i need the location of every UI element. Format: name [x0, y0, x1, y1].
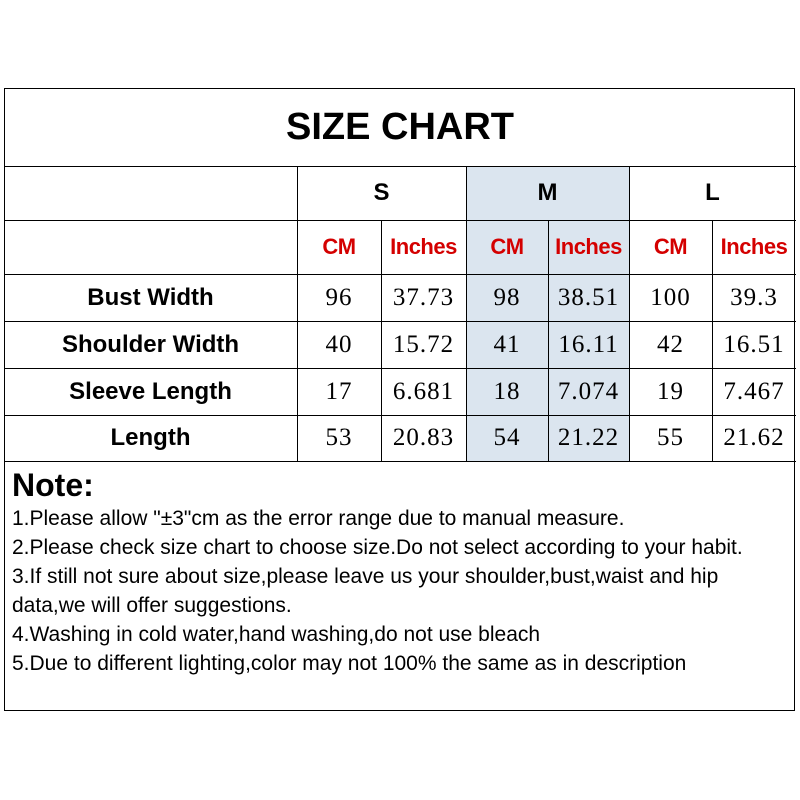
grid-line — [548, 220, 549, 461]
grid-line — [381, 220, 382, 461]
note-line: 1.Please allow "±3"cm as the error range… — [12, 507, 625, 530]
unit-header: Inches — [720, 234, 788, 259]
table-cell: 42 — [657, 330, 684, 358]
m-column-highlight — [466, 166, 629, 461]
grid-line — [4, 368, 796, 369]
row-label: Shoulder Width — [61, 330, 240, 358]
grid-line — [4, 166, 796, 167]
table-cell: 38.51 — [557, 283, 620, 311]
note-line: 3.If still not sure about size,please le… — [12, 565, 719, 617]
table-cell: 100 — [650, 283, 691, 311]
grid-line — [466, 166, 467, 461]
table-cell: 21.22 — [557, 424, 620, 451]
row-label: Sleeve Length — [69, 377, 232, 405]
unit-header: CM — [322, 234, 356, 259]
note-line: 5.Due to different lighting,color may no… — [12, 652, 687, 675]
table-cell: 96 — [325, 283, 353, 311]
unit-header: CM — [490, 234, 524, 259]
table-cell: 16.51 — [723, 330, 785, 358]
table-cell: 55 — [657, 424, 684, 451]
table-cell: 7.467 — [723, 377, 785, 405]
row-label: Bust Width — [87, 283, 214, 311]
table-cell: 6.681 — [392, 377, 455, 405]
page-title: SIZE CHART — [286, 105, 514, 148]
grid-line — [4, 461, 796, 462]
notes-section: Note: 1.Please allow "±3"cm as the error… — [12, 466, 797, 678]
table-cell: 15.72 — [392, 330, 455, 358]
grid-line — [712, 220, 713, 461]
table-cell: 16.11 — [558, 330, 619, 358]
grid-line — [297, 166, 298, 461]
table-cell: 40 — [325, 330, 353, 358]
table-cell: 19 — [657, 377, 684, 405]
size-header-s: S — [373, 179, 390, 206]
table-cell: 7.074 — [557, 377, 620, 405]
grid-line — [4, 220, 796, 221]
note-title: Note: — [12, 467, 94, 503]
table-cell: 21.62 — [723, 424, 785, 451]
grid-line — [4, 321, 796, 322]
table-cell: 39.3 — [730, 283, 778, 311]
unit-header: Inches — [390, 234, 457, 259]
table-cell: 17 — [325, 377, 353, 405]
size-header-l: L — [705, 179, 720, 206]
grid-line — [629, 166, 630, 461]
unit-header: Inches — [555, 234, 622, 259]
table-cell: 53 — [325, 424, 353, 451]
note-line: 2.Please check size chart to choose size… — [12, 536, 743, 559]
table-cell: 18 — [493, 377, 521, 405]
table-cell: 54 — [493, 424, 521, 451]
table-cell: 98 — [493, 283, 521, 311]
table-cell: 20.83 — [392, 424, 455, 451]
grid-line — [4, 415, 796, 416]
grid-line — [4, 274, 796, 275]
size-header-m: M — [537, 179, 558, 206]
unit-header: CM — [653, 234, 688, 259]
table-cell: 37.73 — [392, 283, 455, 311]
table-border — [4, 88, 795, 711]
note-line: 4.Washing in cold water,hand washing,do … — [12, 623, 541, 646]
row-label: Length — [110, 424, 191, 451]
table-cell: 41 — [493, 330, 521, 358]
